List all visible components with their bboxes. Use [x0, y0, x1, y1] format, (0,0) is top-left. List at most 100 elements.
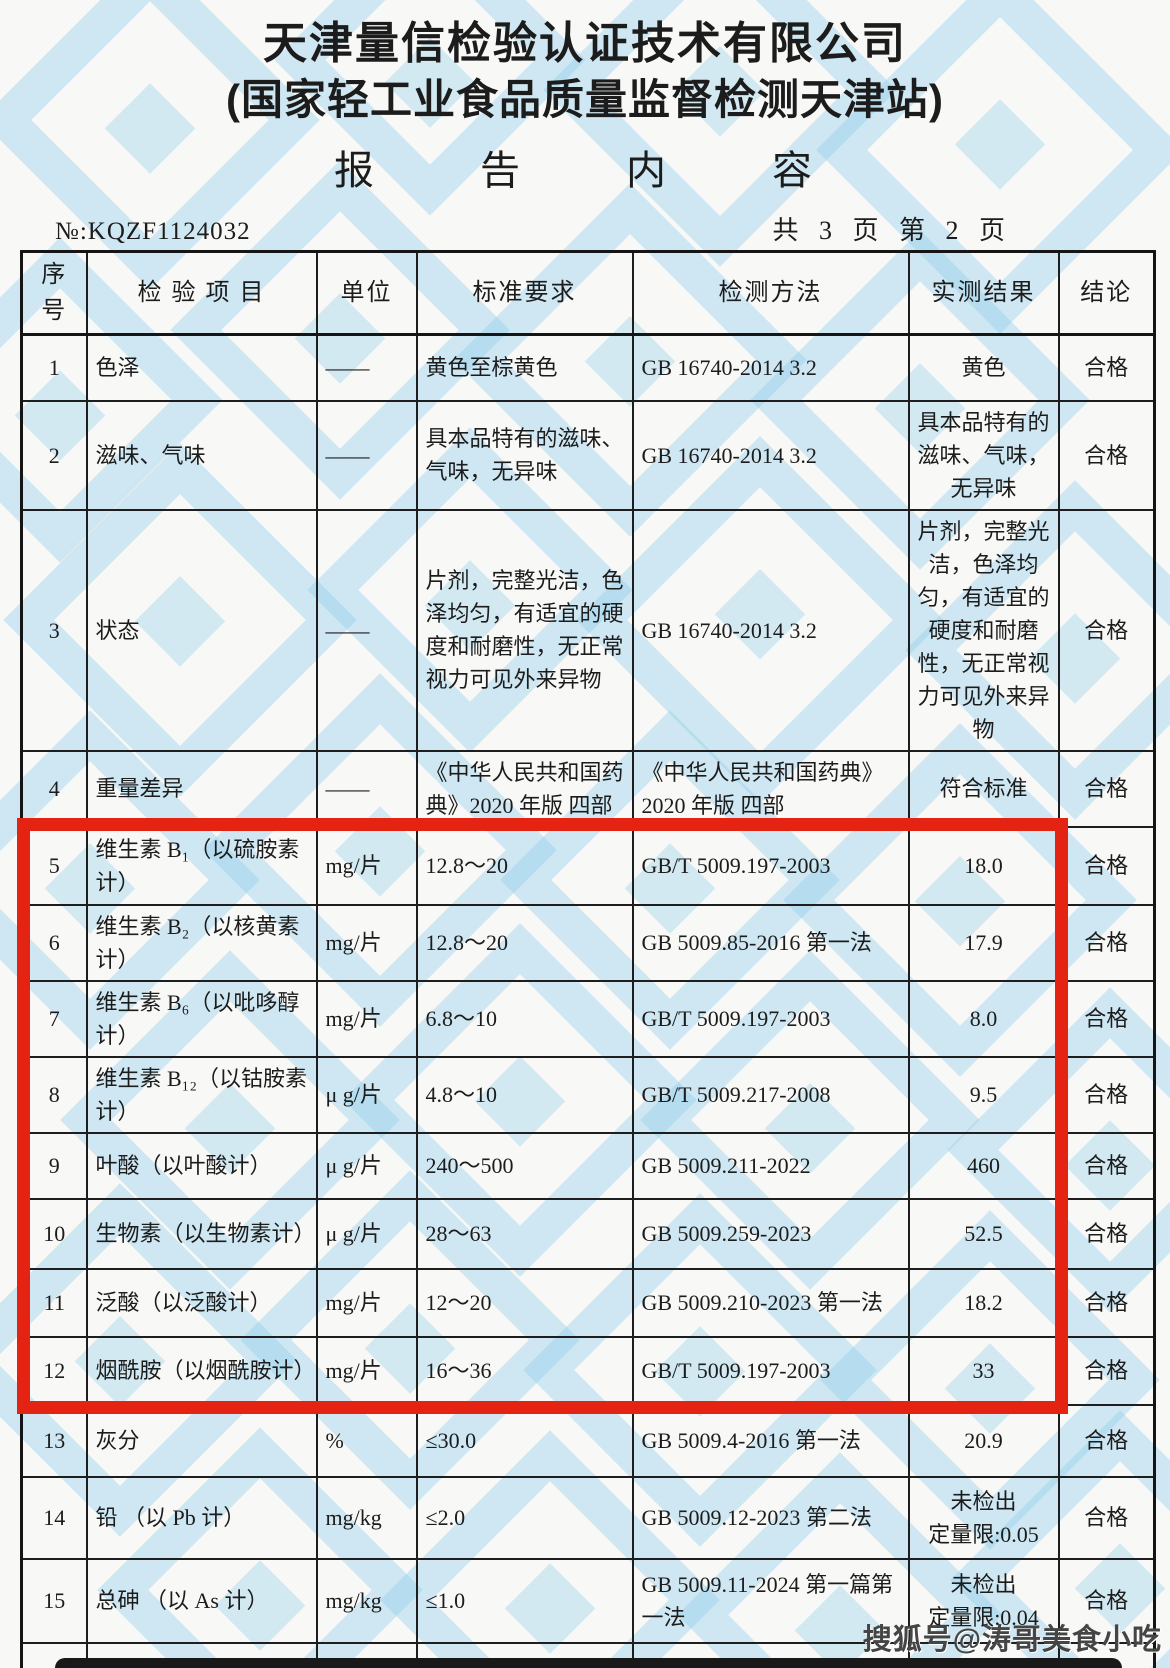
cell-no: 13 [20, 1403, 88, 1478]
cell-method: GB/T 5009.217-2008 [631, 1055, 910, 1134]
cell-result: 具本品特有的滋味、气味，无异味 [907, 399, 1060, 511]
table-row: 13 灰分% ≤30.0 GB 5009.4-2016 第一法 20.9 合格 [20, 1403, 1156, 1478]
cell-item: 灰分 [85, 1403, 318, 1478]
report-number: №:KQZF1124032 [55, 218, 251, 245]
cell-method: 《中华人民共和国药典》2020 年版 四部 [631, 749, 910, 828]
cell-unit: —— [315, 399, 418, 511]
report-content-title: 报 告 内 容 [334, 147, 860, 193]
cell-unit: μ g/片 [315, 1197, 418, 1270]
table-row: 3 状态 —— 片剂，完整光洁，色泽均匀，有适宜的硬度和耐磨性，无正常视力可见外来异物… [20, 508, 1156, 752]
header-cell-conclusion: 结论 [1057, 250, 1156, 336]
cell-standard: 28～63 [415, 1197, 634, 1270]
station-subtitle: (国家轻工业食品质量监督检测天津站) [226, 76, 944, 124]
cell-item: 铅 （以 Pb 计） [85, 1475, 318, 1560]
cell-result: 17.9 [907, 903, 1060, 982]
cell-method: GB 5009.259-2023 [631, 1197, 910, 1270]
header-cell-result: 实测结果 [907, 250, 1060, 336]
cell-standard: 片剂，完整光洁，色泽均匀，有适宜的硬度和耐磨性，无正常视力可见外来异物 [415, 508, 634, 752]
cell-conclusion: 合格 [1057, 1557, 1156, 1644]
cell-method: GB/T 5009.197-2003 [631, 825, 910, 906]
cell-conclusion: 合格 [1057, 333, 1156, 402]
cell-result: 460 [907, 1131, 1060, 1200]
table-row: 4 重量差异 —— 《中华人民共和国药典》2020 年版 四部 《中华人民共和国药典》2… [20, 749, 1156, 828]
report-table: 序号 检 验 项 目 单位 标准要求 检测方法 实测结果 结论 1 色泽 —— 黄色至… [20, 250, 1156, 1668]
cell-unit: mg/片 [315, 825, 418, 906]
cell-conclusion: 合格 [1057, 508, 1156, 752]
cell-no: 14 [20, 1475, 88, 1560]
cell-standard: 12～20 [415, 1267, 634, 1338]
cell-result: 18.0 [907, 825, 1060, 906]
cell-unit: mg/kg [315, 1557, 418, 1644]
cell-method: GB 16740-2014 3.2 [631, 333, 910, 402]
cell-conclusion: 合格 [1057, 1055, 1156, 1134]
cell-result: 52.5 [907, 1197, 1060, 1270]
cell-standard: ≤2.0 [415, 1475, 634, 1560]
cell-standard: 黄色至棕黄色 [415, 333, 634, 402]
cell-item: 状态 [85, 508, 318, 752]
cell-no: 10 [20, 1197, 88, 1270]
cell-conclusion: 合格 [1057, 749, 1156, 828]
sohu-credit: 搜狐号@涛哥美食小吃 [862, 1624, 1162, 1656]
cell-result: 未检出 定量限:0.05 [907, 1475, 1060, 1560]
company-title: 天津量信检验认证技术有限公司 [263, 19, 907, 68]
cell-conclusion: 合格 [1057, 979, 1156, 1058]
cell-unit: mg/片 [315, 1335, 418, 1406]
cell-no: 12 [20, 1335, 88, 1406]
cell-no: 2 [20, 399, 88, 511]
table-body: 1 色泽 —— 黄色至棕黄色 GB 16740-2014 3.2 黄色 合格 2 滋味、气味 ——… [20, 333, 1156, 1668]
cell-unit: mg/片 [315, 979, 418, 1058]
cell-no: 9 [20, 1131, 88, 1200]
cell-result: 9.5 [907, 1055, 1060, 1134]
cell-method: GB 16740-2014 3.2 [631, 399, 910, 511]
table-row: 2 滋味、气味 —— 具本品特有的滋味、气味，无异味 GB 16740-2014 3.2… [20, 399, 1156, 511]
report-meta: №:KQZF1124032 共 3 页 第 2 页 [55, 210, 1112, 247]
cell-unit: mg/片 [315, 903, 418, 982]
cell-item: 生物素（以生物素计） [85, 1197, 318, 1270]
cell-method: GB 5009.210-2023 第一法 [631, 1267, 910, 1338]
header-cell-unit: 单位 [315, 250, 418, 336]
header-cell-standard: 标准要求 [415, 250, 634, 336]
cell-method: GB/T 5009.197-2003 [631, 979, 910, 1058]
cell-result: 8.0 [907, 979, 1060, 1058]
report-header: 天津量信检验认证技术有限公司 (国家轻工业食品质量监督检测天津站) 报 告 内 … [0, 14, 1170, 196]
cell-no: 8 [20, 1055, 88, 1134]
header-cell-no: 序号 [20, 250, 88, 336]
cell-standard: 12.8～20 [415, 825, 634, 906]
table-row: 15 总砷 （以 As 计） mg/kg ≤1.0 GB 5009.11-2024 第一… [20, 1557, 1156, 1644]
cell-conclusion: 合格 [1057, 825, 1156, 906]
cell-method: GB 16740-2014 3.2 [631, 508, 910, 752]
cell-method: GB 5009.11-2024 第一篇第一法 [631, 1557, 910, 1644]
cell-item: 泛酸（以泛酸计） [85, 1267, 318, 1338]
cell-no: 15 [20, 1557, 88, 1644]
cell-item: 总砷 （以 As 计） [85, 1557, 318, 1644]
cell-no: 1 [20, 333, 88, 402]
table-row: 11 泛酸（以泛酸计） mg/片 12～20 GB 5009.210-2023 第一法 1… [20, 1267, 1156, 1338]
table-row: 12 烟酰胺（以烟酰胺计） mg/片 16～36 GB/T 5009.197-2003 3… [20, 1335, 1156, 1406]
header-cell-method: 检测方法 [631, 250, 910, 336]
cell-result: 黄色 [907, 333, 1060, 402]
cell-conclusion: 合格 [1057, 1267, 1156, 1338]
table-row: 5 维生素 B₁（以硫胺素计） mg/片 12.8～20 GB/T 5009.197-2… [20, 825, 1156, 906]
cell-result: 未检出 定量限:0.04 [907, 1557, 1060, 1644]
cell-unit: —— [315, 749, 418, 828]
cell-no: 7 [20, 979, 88, 1058]
cell-unit: —— [315, 508, 418, 752]
cell-standard: 4.8～10 [415, 1055, 634, 1134]
cell-item: 重量差异 [85, 749, 318, 828]
cell-conclusion: 合格 [1057, 399, 1156, 511]
cell-item: 滋味、气味 [85, 399, 318, 511]
cell-unit: mg/片 [315, 1267, 418, 1338]
cell-no: 5 [20, 825, 88, 906]
cell-standard: 具本品特有的滋味、气味，无异味 [415, 399, 634, 511]
cell-item: 维生素 B₂（以核黄素计） [85, 903, 318, 982]
cell-conclusion: 合格 [1057, 1335, 1156, 1406]
report-table-wrap: 序号 检 验 项 目 单位 标准要求 检测方法 实测结果 结论 1 色泽 —— 黄色至… [20, 250, 1156, 1668]
cell-no: 6 [20, 903, 88, 982]
cell-result: 片剂，完整光洁，色泽均匀，有适宜的硬度和耐磨性，无正常视力可见外来异物 [907, 508, 1060, 752]
cell-standard: 240～500 [415, 1131, 634, 1200]
cell-standard: ≤30.0 [415, 1403, 634, 1478]
cell-method: GB 5009.12-2023 第二法 [631, 1475, 910, 1560]
cell-no: 3 [20, 508, 88, 752]
cell-method: GB 5009.4-2016 第一法 [631, 1403, 910, 1478]
table-row: 10 生物素（以生物素计） μ g/片 28～63 GB 5009.259-2023 52… [20, 1197, 1156, 1270]
